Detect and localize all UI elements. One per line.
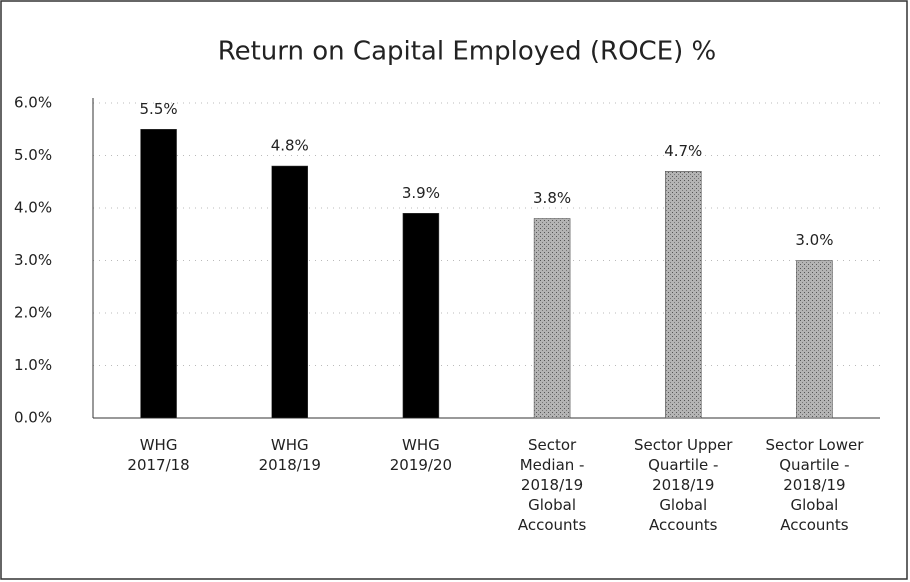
x-tick-label: WHG 2019/20: [390, 436, 452, 474]
y-tick-label: 6.0%: [14, 94, 52, 112]
value-label: 5.5%: [140, 100, 178, 118]
y-tick-label: 0.0%: [14, 409, 52, 427]
bar: [796, 260, 833, 419]
x-tick-label: WHG 2017/18: [127, 436, 189, 474]
y-tick-label: 1.0%: [14, 356, 52, 374]
y-tick-label: 3.0%: [14, 251, 52, 269]
x-tick-label: Sector Lower Quartile -2018/19 Global Accou…: [765, 436, 864, 534]
x-tick-label: WHG 2018/19: [259, 436, 321, 474]
value-label: 3.0%: [795, 231, 833, 249]
x-tick-label: Sector Upper Quartile -2018/19 Global Accou…: [634, 436, 733, 534]
value-label: 4.7%: [664, 142, 702, 160]
y-tick-label: 5.0%: [14, 146, 52, 164]
bar: [533, 218, 571, 419]
y-tick-label: 2.0%: [14, 304, 52, 322]
bar: [402, 213, 440, 419]
y-tick-label: 4.0%: [14, 199, 52, 217]
x-tick-label: Sector Median -2018/19 Global Accounts: [518, 436, 587, 534]
bar: [665, 171, 702, 419]
value-label: 4.8%: [271, 137, 309, 155]
value-label: 3.9%: [402, 184, 440, 202]
bar: [140, 129, 177, 419]
bar: [271, 165, 308, 419]
value-label: 3.8%: [533, 189, 571, 207]
chart-title: Return on Capital Employed (ROCE) %: [218, 37, 717, 67]
